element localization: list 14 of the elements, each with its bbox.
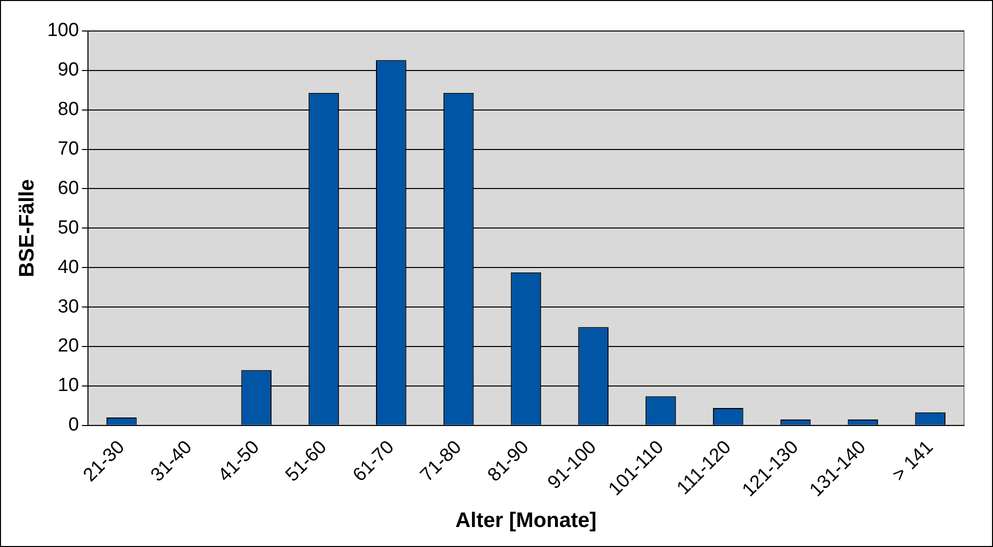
y-tick-label: 100 bbox=[47, 20, 79, 42]
y-tick-label: 90 bbox=[58, 60, 79, 81]
x-axis-title: Alter [Monate] bbox=[455, 509, 597, 532]
y-tick-label: 80 bbox=[58, 99, 79, 120]
y-axis-title: BSE-Fälle bbox=[15, 179, 38, 278]
y-tick-label: 50 bbox=[58, 217, 79, 238]
y-tick-label: 70 bbox=[58, 138, 79, 160]
y-tick-label: 10 bbox=[58, 375, 79, 396]
x-tick-label: > 141 bbox=[888, 436, 938, 486]
y-tick-label: 0 bbox=[68, 414, 79, 436]
y-tick-label: 20 bbox=[58, 336, 79, 357]
y-tick-label: 40 bbox=[58, 256, 79, 278]
y-tick-label: 60 bbox=[58, 178, 79, 199]
y-tick-label: 30 bbox=[58, 296, 79, 318]
